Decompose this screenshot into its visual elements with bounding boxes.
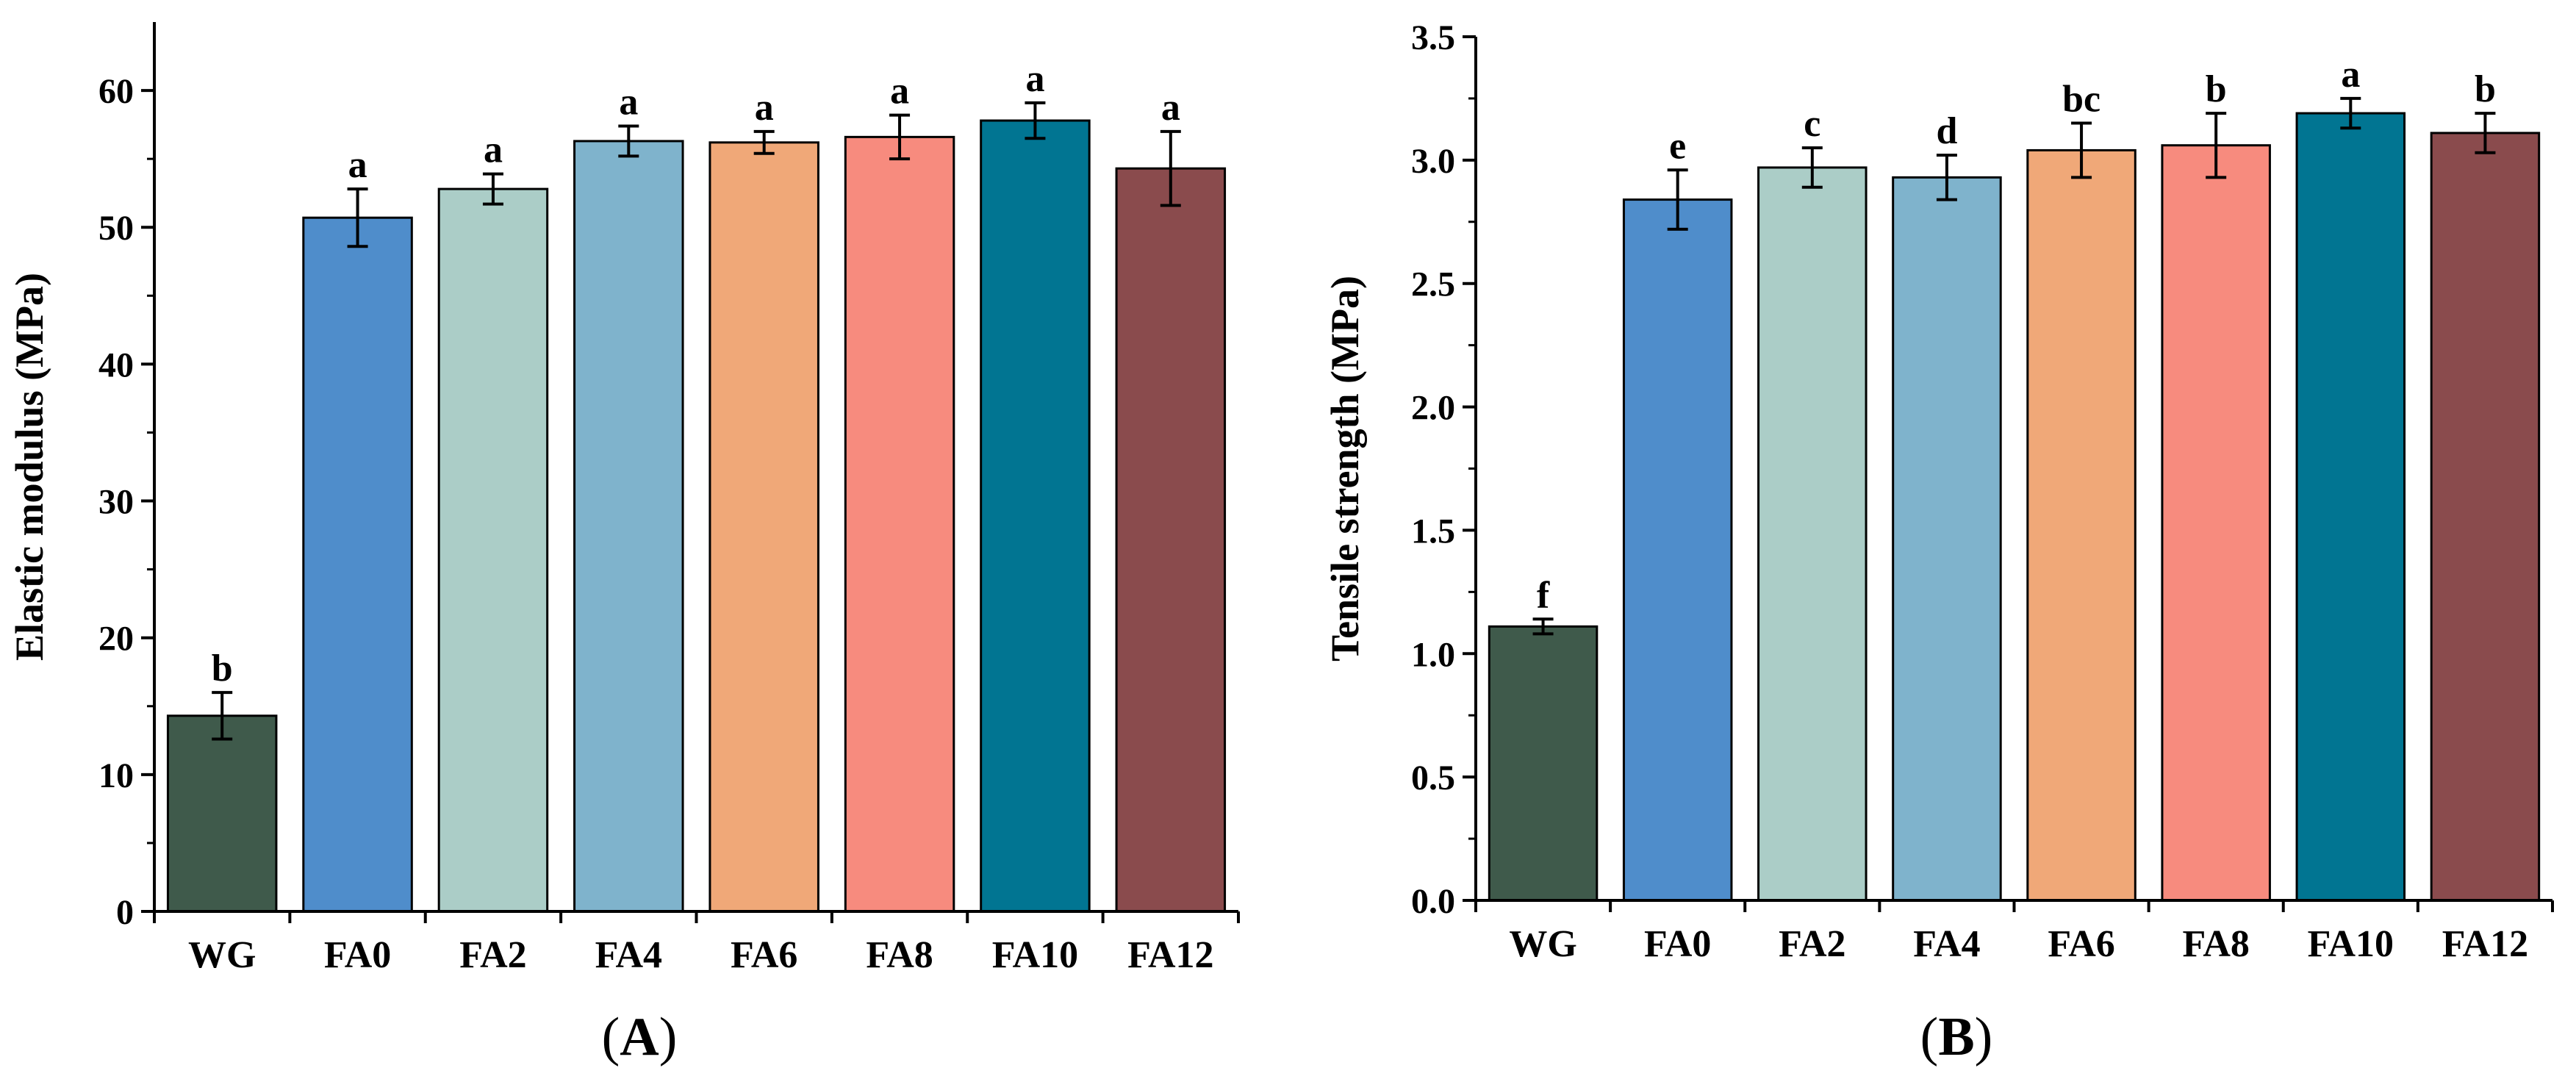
bar-fa10 (980, 119, 1091, 913)
y-tick-label: 0.0 (1411, 882, 1455, 921)
x-tick-label-fa12: FA12 (2442, 923, 2528, 965)
panel-b-chart: f WG e FA0 c FA2 d FA4 bc FA6 b FA8 a FA10 b FA12 0.0 0.5… (1323, 18, 2554, 1067)
panel-label-close-paren: ) (659, 1007, 678, 1067)
bar-wg (1488, 625, 1599, 902)
y-tick-label: 2.5 (1411, 265, 1455, 304)
panel-label-letter: B (1938, 1007, 1974, 1067)
bar-fa12 (2430, 132, 2541, 902)
panel-label-open-paren: ( (1920, 1007, 1939, 1067)
significance-label-fa10: a (1025, 58, 1044, 100)
significance-label-fa12: b (2475, 68, 2496, 110)
y-tick-label: 0 (116, 893, 134, 932)
x-tick-label-wg: WG (188, 934, 256, 976)
panel-label: (A) (602, 1007, 678, 1067)
significance-label-fa6: bc (2062, 79, 2100, 121)
significance-label-fa0: e (1669, 125, 1686, 167)
significance-label-fa4: a (619, 81, 638, 123)
y-tick-label: 40 (98, 345, 134, 384)
y-tick-label: 1.0 (1411, 635, 1455, 674)
bar-fa4 (573, 140, 684, 913)
bar-fa0 (1622, 198, 1733, 902)
y-axis-title: Tensile strength (MPa) (1323, 276, 1367, 662)
significance-label-fa6: a (755, 87, 774, 129)
x-tick-label-fa10: FA10 (992, 934, 1078, 976)
significance-label-wg: b (212, 648, 233, 689)
x-tick-label-fa8: FA8 (2182, 923, 2249, 965)
x-tick-label-fa8: FA8 (866, 934, 933, 976)
x-tick-label-fa0: FA0 (324, 934, 391, 976)
x-tick-label-fa2: FA2 (1779, 923, 1845, 965)
y-tick-label: 60 (98, 72, 134, 111)
bar-fa2 (437, 187, 549, 913)
panel-a-chart: b WG a FA0 a FA2 a FA4 a FA6 a FA8 a FA10 a FA12 0 10 20 30… (7, 22, 1240, 1067)
panel-label: (B) (1920, 1007, 1993, 1067)
y-tick-label: 20 (98, 620, 134, 659)
y-tick-label: 10 (98, 756, 134, 795)
x-tick-label-fa4: FA4 (1913, 923, 1980, 965)
bar-fa12 (1115, 167, 1227, 913)
y-tick-label: 2.0 (1411, 389, 1455, 428)
significance-label-fa12: a (1161, 87, 1180, 129)
significance-label-fa2: c (1804, 103, 1820, 145)
significance-label-fa8: a (890, 71, 909, 112)
x-tick-label-fa2: FA2 (459, 934, 526, 976)
panel-label-open-paren: ( (602, 1007, 620, 1067)
y-axis-title: Elastic modulus (MPa) (7, 273, 51, 661)
bar-fa8 (844, 135, 955, 913)
bar-fa10 (2295, 112, 2406, 902)
y-tick-label: 1.5 (1411, 512, 1455, 551)
x-tick-label-fa6: FA6 (731, 934, 797, 976)
y-tick-label: 3.5 (1411, 18, 1455, 57)
bar-fa6 (2026, 148, 2136, 902)
x-tick-label-fa0: FA0 (1644, 923, 1711, 965)
panel-label-close-paren: ) (1975, 1007, 1993, 1067)
x-tick-label-fa4: FA4 (595, 934, 662, 976)
bar-fa4 (1892, 176, 2002, 902)
significance-label-wg: f (1537, 574, 1550, 616)
x-tick-label-fa10: FA10 (2308, 923, 2394, 965)
bar-fa0 (302, 216, 413, 913)
x-tick-label-fa6: FA6 (2048, 923, 2114, 965)
significance-label-fa10: a (2341, 54, 2360, 96)
x-tick-label-wg: WG (1509, 923, 1576, 965)
y-tick-label: 0.5 (1411, 759, 1455, 797)
y-tick-label: 30 (98, 483, 134, 522)
x-tick-label-fa12: FA12 (1127, 934, 1213, 976)
significance-label-fa0: a (348, 144, 367, 186)
bar-fa6 (708, 141, 819, 913)
bar-fa8 (2161, 144, 2271, 902)
significance-label-fa4: d (1936, 110, 1957, 152)
significance-label-fa2: a (484, 129, 503, 171)
y-tick-label: 50 (98, 209, 134, 248)
significance-label-fa8: b (2206, 68, 2227, 110)
y-tick-label: 3.0 (1411, 142, 1455, 181)
bar-wg (166, 714, 278, 913)
bar-fa2 (1757, 166, 1868, 902)
panel-label-letter: A (620, 1007, 659, 1067)
